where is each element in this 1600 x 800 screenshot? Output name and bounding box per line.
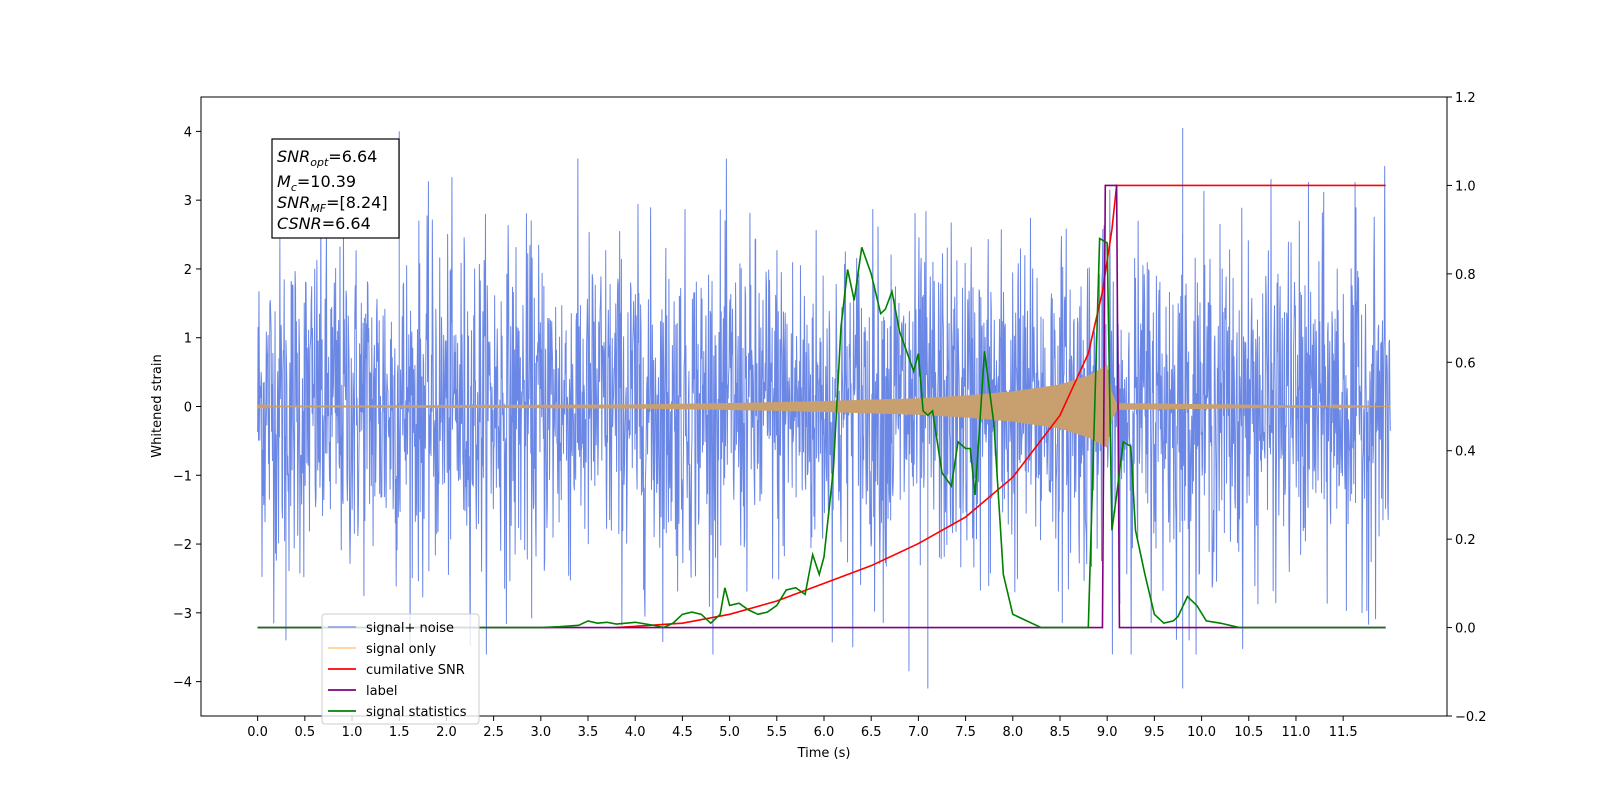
x-tick-label: 0.5 <box>294 725 315 740</box>
y-tick-label: −2 <box>173 538 192 553</box>
y2-tick-label: 1.2 <box>1455 91 1476 106</box>
x-tick-label: 0.0 <box>247 725 268 740</box>
signal-plus-noise-line <box>257 127 1391 689</box>
x-tick-label: 8.5 <box>1050 725 1071 740</box>
legend-label: cumilative SNR <box>366 663 465 678</box>
x-tick-label: 10.5 <box>1234 725 1263 740</box>
y2-tick-label: 0.8 <box>1455 268 1476 283</box>
x-tick-label: 7.5 <box>955 725 976 740</box>
y-tick-label: 0 <box>184 401 192 416</box>
cumulative-snr-line <box>616 184 1386 629</box>
x-tick-label: 7.0 <box>908 725 929 740</box>
legend-box <box>321 613 480 725</box>
x-axis-label: Time (s) <box>797 746 851 761</box>
y-axis-label: Whitened strain <box>150 354 165 457</box>
y2-tick-label: 0.4 <box>1455 445 1476 460</box>
annotation-snr-opt: SNRopt=6.64 <box>277 147 377 169</box>
x-tick-label: 6.0 <box>814 725 835 740</box>
x-tick-label: 8.0 <box>1002 725 1023 740</box>
legend-label: signal+ noise <box>366 621 454 636</box>
y-tick-label: 2 <box>184 263 192 278</box>
legend-label: signal statistics <box>366 705 467 720</box>
x-tick-label: 2.5 <box>483 725 504 740</box>
x-tick-label: 6.5 <box>861 725 882 740</box>
x-tick-label: 4.5 <box>672 725 693 740</box>
legend-label: signal only <box>366 642 436 657</box>
x-tick-label: 11.0 <box>1281 725 1310 740</box>
y2-axis-ticks: 1.2 1.0 0.8 0.6 0.4 0.2 0.0 −0.2 <box>1447 91 1487 725</box>
y-tick-label: 4 <box>184 125 192 140</box>
y-tick-label: 3 <box>184 194 192 209</box>
x-tick-label: 3.5 <box>578 725 599 740</box>
x-tick-label: 11.5 <box>1329 725 1358 740</box>
legend: signal+ noise signal only cumilative SNR la… <box>321 613 480 725</box>
annotation-csnr: CSNR=6.64 <box>277 214 371 233</box>
x-tick-label: 10.0 <box>1187 725 1216 740</box>
x-tick-label: 9.5 <box>1144 725 1165 740</box>
label-line <box>257 184 1386 629</box>
signal-only-line <box>257 365 1391 448</box>
annotation-mc: Mc=10.39 <box>277 172 356 194</box>
x-tick-label: 1.0 <box>342 725 363 740</box>
annotation-snr-mf: SNRMF=[8.24] <box>277 193 388 215</box>
y2-tick-label: 1.0 <box>1455 179 1476 194</box>
x-tick-label: 5.5 <box>766 725 787 740</box>
x-tick-label: 9.0 <box>1097 725 1118 740</box>
annotation-box: SNRopt=6.64 Mc=10.39 SNRMF=[8.24] CSNR=6… <box>271 138 400 239</box>
y-axis-ticks: 4 3 2 1 0 −1 −2 −3 −4 <box>173 125 201 691</box>
y2-tick-label: 0.2 <box>1455 533 1476 548</box>
x-tick-label: 5.0 <box>719 725 740 740</box>
x-tick-label: 4.0 <box>625 725 646 740</box>
plot-area <box>257 127 1391 689</box>
y2-tick-label: −0.2 <box>1455 710 1487 725</box>
x-axis-ticks: 0.0 0.5 1.0 1.5 2.0 2.5 3.0 3.5 4.0 4.5 5.0 5.5 6.0 6… <box>247 716 1358 740</box>
y2-tick-label: 0.0 <box>1455 622 1476 637</box>
signal-statistics-line <box>257 237 1386 629</box>
y-tick-label: −3 <box>173 607 192 622</box>
x-tick-label: 2.0 <box>436 725 457 740</box>
x-tick-label: 3.0 <box>530 725 551 740</box>
y-tick-label: −1 <box>173 469 192 484</box>
y2-tick-label: 0.6 <box>1455 356 1476 371</box>
legend-label: label <box>366 684 397 699</box>
y-tick-label: −4 <box>173 676 192 691</box>
x-tick-label: 1.5 <box>389 725 410 740</box>
y-tick-label: 1 <box>184 332 192 347</box>
